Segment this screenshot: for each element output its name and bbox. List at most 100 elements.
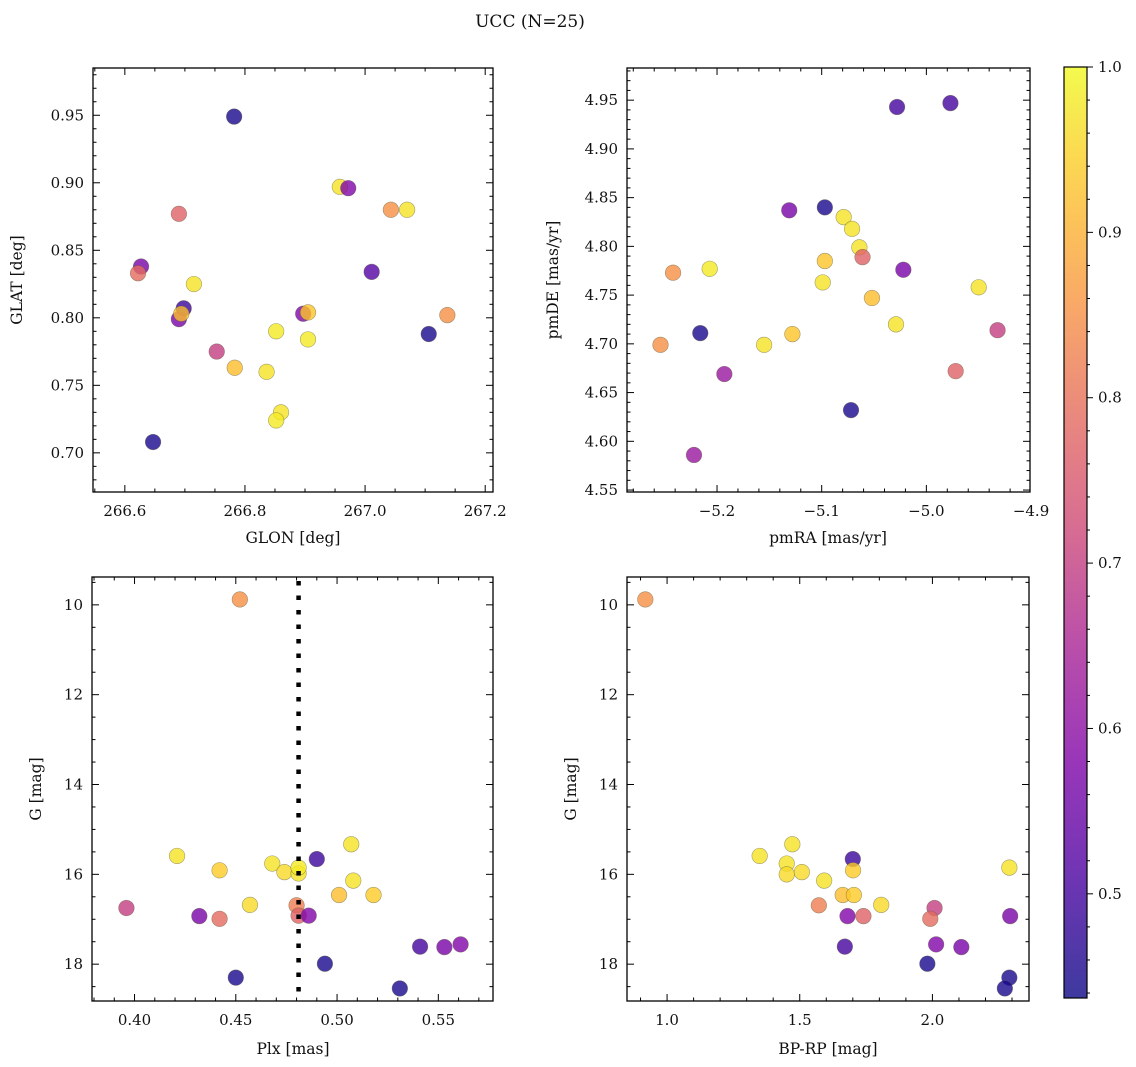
y-tick-label: 0.90 — [51, 174, 84, 192]
y-tick-label: 18 — [599, 955, 618, 973]
data-point — [316, 955, 334, 972]
data-point — [118, 899, 135, 917]
data-point — [887, 316, 905, 333]
y-tick-label: 0.70 — [51, 444, 84, 462]
panel4-xlabel: BP-RP [mag] — [778, 1040, 877, 1058]
y-tick-label: 4.80 — [585, 237, 618, 255]
y-tick-label: 4.65 — [585, 384, 618, 402]
colorbar-gradient — [1064, 67, 1087, 998]
data-point — [751, 847, 768, 865]
data-point — [996, 980, 1013, 997]
panel2-ylabel: pmDE [mas/yr] — [544, 221, 562, 340]
y-tick-label: 0.80 — [51, 309, 84, 327]
y-tick-label: 14 — [599, 776, 618, 794]
y-tick-label: 4.60 — [585, 432, 618, 450]
axes-frame — [626, 67, 1031, 493]
data-point — [299, 304, 317, 321]
data-point — [300, 907, 317, 924]
data-point — [716, 365, 733, 383]
data-point — [191, 908, 208, 925]
data-point — [814, 274, 831, 291]
data-point — [816, 872, 833, 889]
panel4-ylabel: G [mag] — [562, 757, 580, 820]
data-point — [241, 896, 259, 913]
y-tick-label: 0.85 — [51, 241, 84, 259]
data-point — [778, 866, 795, 883]
data-point — [173, 305, 190, 322]
panel-3: 0.40 0.45 0.50 0.55 10 12 14 16 18 — [64, 576, 494, 1029]
data-point — [399, 201, 416, 218]
data-point — [365, 886, 382, 904]
colorbar-frame — [1063, 66, 1088, 999]
data-point — [664, 264, 682, 281]
data-point — [842, 402, 860, 419]
data-point — [928, 936, 945, 953]
panel3-ylabel: G [mag] — [27, 757, 45, 820]
data-point — [170, 205, 187, 222]
data-point — [845, 886, 862, 904]
data-point — [129, 265, 147, 282]
x-tick-label: −5.1 — [803, 502, 839, 520]
y-tick-label: 12 — [64, 686, 83, 704]
data-point — [637, 591, 654, 608]
axes-frame — [626, 576, 1030, 1002]
data-point — [168, 847, 186, 865]
data-point — [144, 433, 162, 451]
x-tick-label: 1.0 — [655, 1011, 679, 1029]
data-point — [836, 938, 853, 955]
colorbar-tick-label: 0.6 — [1098, 719, 1122, 737]
y-tick-label: 10 — [599, 596, 618, 614]
data-point — [185, 275, 203, 293]
data-point — [855, 908, 872, 925]
data-point — [308, 850, 325, 868]
data-point — [810, 897, 827, 914]
data-point — [452, 936, 469, 953]
data-point — [854, 248, 871, 266]
data-point — [844, 862, 862, 879]
x-tick-label: 1.5 — [788, 1011, 812, 1029]
y-tick-label: 0.75 — [51, 376, 84, 394]
panels: 266.6 266.8 267.0 267.2 0.70 0.75 0.80 0.85 0.90… — [51, 67, 1049, 1029]
data-point — [816, 252, 833, 270]
data-point — [989, 322, 1006, 339]
x-tick-label: −4.9 — [1013, 502, 1049, 520]
data-point — [942, 94, 959, 112]
x-tick-label: 266.8 — [223, 502, 266, 520]
data-point — [268, 323, 285, 340]
y-tick-label: 4.70 — [585, 335, 618, 353]
data-point — [382, 201, 399, 218]
x-tick-label: 0.50 — [320, 1011, 353, 1029]
data-point — [411, 938, 429, 955]
data-point — [343, 836, 360, 853]
data-point — [211, 910, 228, 927]
y-tick-label: 4.55 — [585, 481, 618, 499]
data-point — [231, 591, 248, 608]
data-point — [947, 363, 964, 380]
data-point — [888, 98, 906, 116]
figure-title: UCC (N=25) — [475, 12, 585, 32]
data-point — [701, 260, 718, 277]
data-point — [784, 325, 801, 343]
x-tick-label: −5.0 — [908, 502, 944, 520]
panel2-xlabel: pmRA [mas/yr] — [769, 529, 887, 547]
data-point — [330, 886, 348, 904]
data-point — [211, 862, 228, 879]
data-point — [439, 307, 456, 324]
data-point — [226, 108, 243, 125]
y-tick-label: 16 — [64, 865, 83, 883]
axes-frame — [92, 67, 494, 493]
data-point — [784, 836, 801, 853]
y-tick-label: 4.90 — [585, 140, 618, 158]
data-point — [652, 336, 669, 353]
data-point — [895, 261, 912, 278]
data-point — [268, 412, 285, 429]
data-point — [863, 289, 881, 307]
panel-2: −5.2 −5.1 −5.0 −4.9 4.55 4.60 4.65 4.70 4.75 4.80… — [585, 67, 1049, 520]
data-point — [226, 359, 243, 376]
x-tick-label: 0.55 — [422, 1011, 455, 1029]
data-point — [276, 863, 293, 881]
y-tick-label: 4.85 — [585, 189, 618, 207]
data-point — [919, 955, 936, 972]
data-point — [922, 910, 939, 927]
